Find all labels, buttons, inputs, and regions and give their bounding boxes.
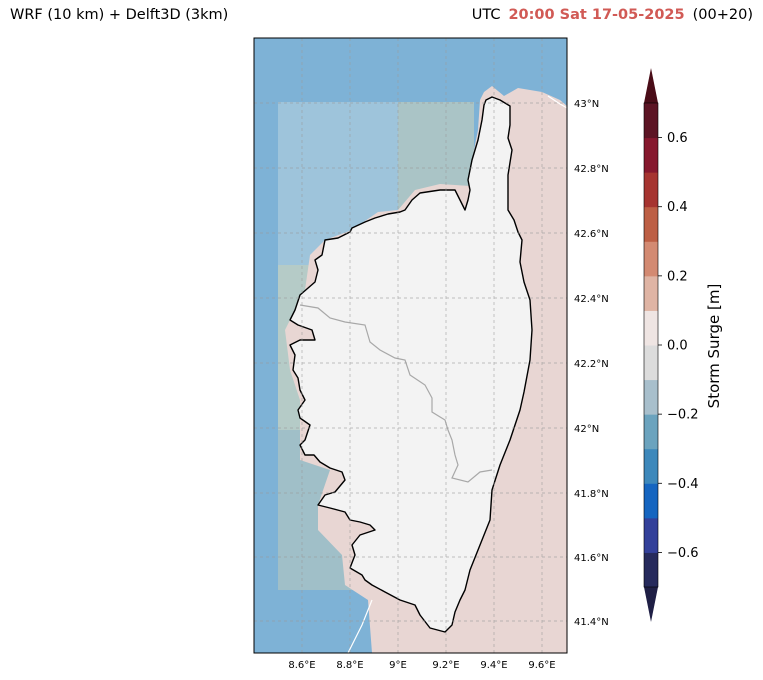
colorbar-tick-label: 0.0	[667, 339, 688, 354]
lat-tick-label: 42.4°N	[574, 294, 609, 305]
lon-tick-label: 9.2°E	[432, 660, 459, 671]
colorbar-band	[644, 206, 658, 242]
gridlines	[254, 38, 567, 653]
surge-contour-s	[347, 599, 373, 653]
lon-tick-label: 8.6°E	[288, 660, 315, 671]
lead-time: (00+20)	[692, 7, 753, 23]
lat-tick-label: 42.8°N	[574, 164, 609, 175]
lat-tick-label: 42°N	[574, 424, 599, 435]
colorbar-band	[644, 241, 658, 277]
lon-tick-label: 9°E	[389, 660, 407, 671]
internal-boundary	[299, 304, 493, 483]
lon-tick-label: 9.4°E	[480, 660, 507, 671]
colorbar-tick-label: 0.2	[667, 269, 688, 284]
forecast-datetime: 20:00 Sat 17-05-2025	[508, 7, 685, 23]
colorbar-band	[644, 345, 658, 381]
colorbar-band	[644, 448, 658, 484]
valid-time-title: UTC 20:00 Sat 17-05-2025 (00+20)	[472, 7, 753, 23]
colorbar-band	[644, 172, 658, 208]
lat-tick-label: 42.6°N	[574, 229, 609, 240]
map-frame	[253, 37, 568, 654]
lat-tick-label: 42.2°N	[574, 359, 609, 370]
colorbar-tick-label: −0.6	[667, 546, 699, 561]
lat-tick-label: 41.6°N	[574, 553, 609, 564]
surge-contour-ne	[547, 95, 567, 109]
colorbar-band	[644, 552, 658, 588]
colorbar-extend-high	[644, 68, 658, 103]
colorbar-ticks: 0.6 0.4 0.2 0.0 −0.2 −0.4 −0.6	[658, 131, 699, 561]
colorbar-tick-label: −0.4	[667, 477, 699, 492]
colorbar-tick-label: 0.4	[667, 200, 688, 215]
colorbar-band	[644, 103, 658, 139]
colorbar-tick-label: 0.6	[667, 131, 688, 146]
colorbar-band	[644, 483, 658, 519]
model-title: WRF (10 km) + Delft3D (3km)	[10, 7, 229, 23]
colorbar-tick-label: −0.2	[667, 408, 699, 423]
lat-tick-label: 43°N	[574, 99, 599, 110]
lat-tick-labels: 43°N 42.8°N 42.6°N 42.4°N 42.2°N 42°N 41…	[574, 99, 609, 628]
lon-tick-labels: 8.6°E 8.8°E 9°E 9.2°E 9.4°E 9.6°E	[288, 660, 555, 671]
colorbar-band	[644, 379, 658, 415]
colorbar-bands	[644, 103, 658, 588]
corsica-land	[289, 96, 533, 633]
utc-label: UTC	[471, 7, 501, 23]
colorbar-band	[644, 275, 658, 311]
map-panel	[254, 38, 567, 653]
lon-tick-label: 9.6°E	[528, 660, 555, 671]
colorbar-extend-low	[644, 587, 658, 622]
lat-tick-label: 41.4°N	[574, 617, 609, 628]
colorbar-band	[644, 414, 658, 450]
colorbar: 0.6 0.4 0.2 0.0 −0.2 −0.4 −0.6 Storm Surge [m]	[643, 68, 723, 622]
colorbar-label: Storm Surge [m]	[705, 284, 723, 409]
colorbar-band	[644, 137, 658, 173]
colorbar-band	[644, 517, 658, 553]
lat-tick-label: 41.8°N	[574, 489, 609, 500]
colorbar-band	[644, 310, 658, 346]
lon-tick-label: 8.8°E	[336, 660, 363, 671]
